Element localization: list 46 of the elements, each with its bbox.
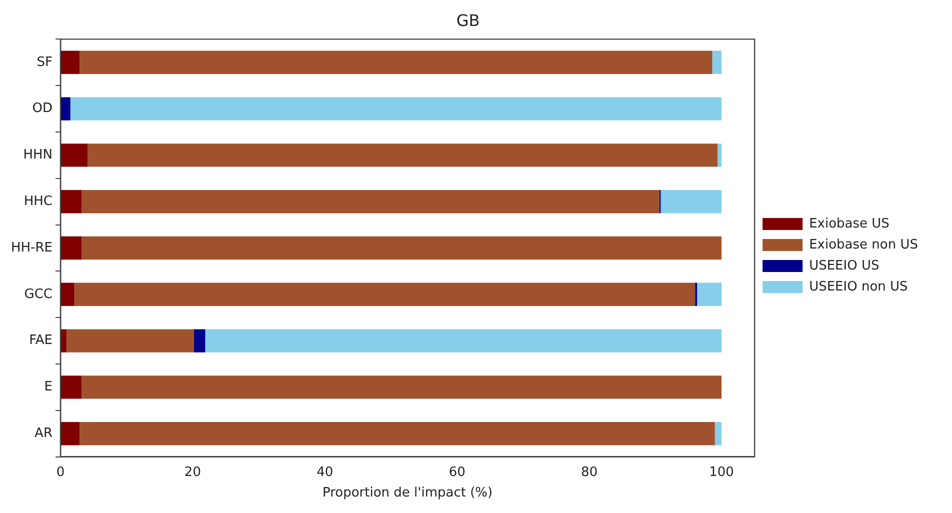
x-tick-label: 0 (56, 464, 65, 480)
x-tick-label: 100 (709, 464, 734, 480)
legend-label: Exiobase non US (809, 237, 918, 252)
bar (82, 190, 660, 214)
legend-label: USEEIO non US (809, 279, 908, 294)
bar (60, 50, 80, 74)
y-tick-label: OD (32, 101, 52, 116)
y-tick-label: HHC (24, 194, 52, 209)
x-tick-label: 80 (581, 464, 598, 480)
y-tick-label: HHN (23, 148, 52, 163)
bar (194, 329, 206, 352)
bar (60, 329, 66, 352)
y-tick-label: SF (36, 54, 52, 70)
bar (60, 97, 70, 120)
bar (74, 282, 696, 306)
x-tick-label: 20 (184, 464, 201, 480)
bar (718, 144, 722, 167)
bar (60, 422, 80, 446)
bar (80, 50, 712, 74)
bar (82, 236, 722, 260)
bar (60, 144, 88, 167)
y-tick-label: FAE (29, 333, 52, 348)
y-tick-label: HH-RE (10, 240, 52, 256)
legend-label: Exiobase US (809, 216, 890, 232)
legend-label: USEEIO US (809, 258, 880, 274)
y-tick-label: E (44, 380, 52, 395)
bar (66, 329, 194, 352)
bar (70, 97, 722, 120)
bar (714, 422, 722, 446)
bar (60, 236, 82, 260)
bar (697, 282, 722, 306)
bar (88, 144, 718, 167)
bar (82, 376, 722, 399)
bar (80, 422, 715, 446)
bar (660, 190, 722, 214)
bar (205, 329, 722, 352)
x-tick-label: 40 (316, 464, 334, 480)
y-tick-label: GCC (24, 286, 52, 302)
bar (712, 50, 722, 74)
y-tick-label: AR (34, 426, 52, 441)
x-tick-label: 60 (448, 464, 466, 480)
chart-title: GB (456, 10, 480, 30)
bar (60, 376, 82, 399)
bar (60, 282, 74, 306)
x-axis-title: Proportion de l'impact (%) (322, 486, 493, 501)
bar (60, 190, 82, 214)
